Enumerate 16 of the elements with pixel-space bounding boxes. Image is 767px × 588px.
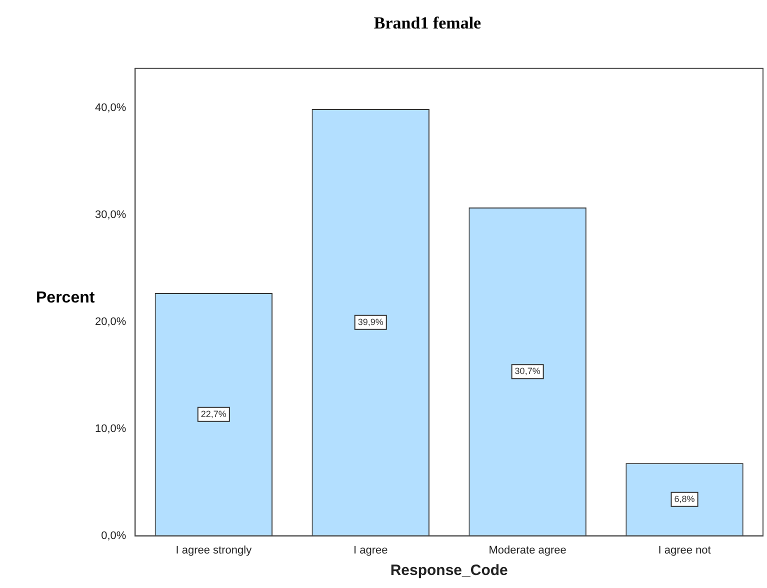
data-label: 6,8% — [674, 494, 695, 504]
x-tick-label: Moderate agree — [488, 544, 566, 556]
x-tick-label: I agree strongly — [176, 544, 252, 556]
x-tick-label: I agree not — [658, 544, 711, 556]
y-tick-label: 10,0% — [94, 422, 126, 435]
y-tick-label: 30,0% — [94, 208, 126, 221]
x-tick-label: I agree — [353, 544, 388, 556]
y-tick-label: 0,0% — [101, 530, 126, 542]
y-axis-title: Percent — [36, 290, 96, 307]
y-tick-label: 40,0% — [94, 102, 126, 114]
data-label: 22,7% — [200, 408, 226, 419]
y-tick-label: 20,0% — [94, 316, 126, 328]
chart-title: Brand1 female — [374, 14, 482, 33]
data-label: 30,7% — [514, 366, 540, 376]
data-label: 39,9% — [358, 316, 384, 327]
x-axis-title: Response_Code — [390, 562, 508, 580]
